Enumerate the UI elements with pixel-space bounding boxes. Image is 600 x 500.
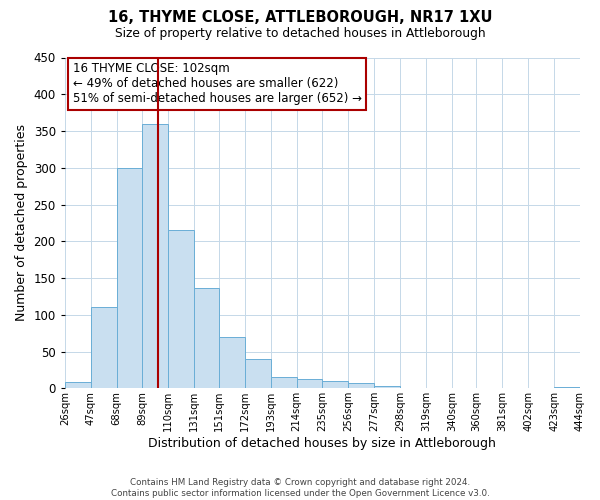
Text: Contains HM Land Registry data © Crown copyright and database right 2024.
Contai: Contains HM Land Registry data © Crown c… bbox=[110, 478, 490, 498]
Bar bbox=[142, 124, 169, 388]
Y-axis label: Number of detached properties: Number of detached properties bbox=[15, 124, 28, 322]
Text: Size of property relative to detached houses in Attleborough: Size of property relative to detached ho… bbox=[115, 28, 485, 40]
Bar bbox=[245, 359, 271, 388]
Bar bbox=[296, 378, 322, 388]
Bar bbox=[271, 378, 296, 388]
Bar bbox=[194, 288, 219, 388]
Bar bbox=[65, 382, 91, 388]
Bar bbox=[348, 383, 374, 388]
Text: 16, THYME CLOSE, ATTLEBOROUGH, NR17 1XU: 16, THYME CLOSE, ATTLEBOROUGH, NR17 1XU bbox=[108, 10, 492, 25]
Bar bbox=[322, 381, 348, 388]
Bar bbox=[91, 308, 116, 388]
X-axis label: Distribution of detached houses by size in Attleborough: Distribution of detached houses by size … bbox=[148, 437, 496, 450]
Bar bbox=[169, 230, 194, 388]
Text: 16 THYME CLOSE: 102sqm
← 49% of detached houses are smaller (622)
51% of semi-de: 16 THYME CLOSE: 102sqm ← 49% of detached… bbox=[73, 62, 362, 106]
Bar bbox=[554, 387, 580, 388]
Bar bbox=[116, 168, 142, 388]
Bar bbox=[374, 386, 400, 388]
Bar bbox=[219, 337, 245, 388]
